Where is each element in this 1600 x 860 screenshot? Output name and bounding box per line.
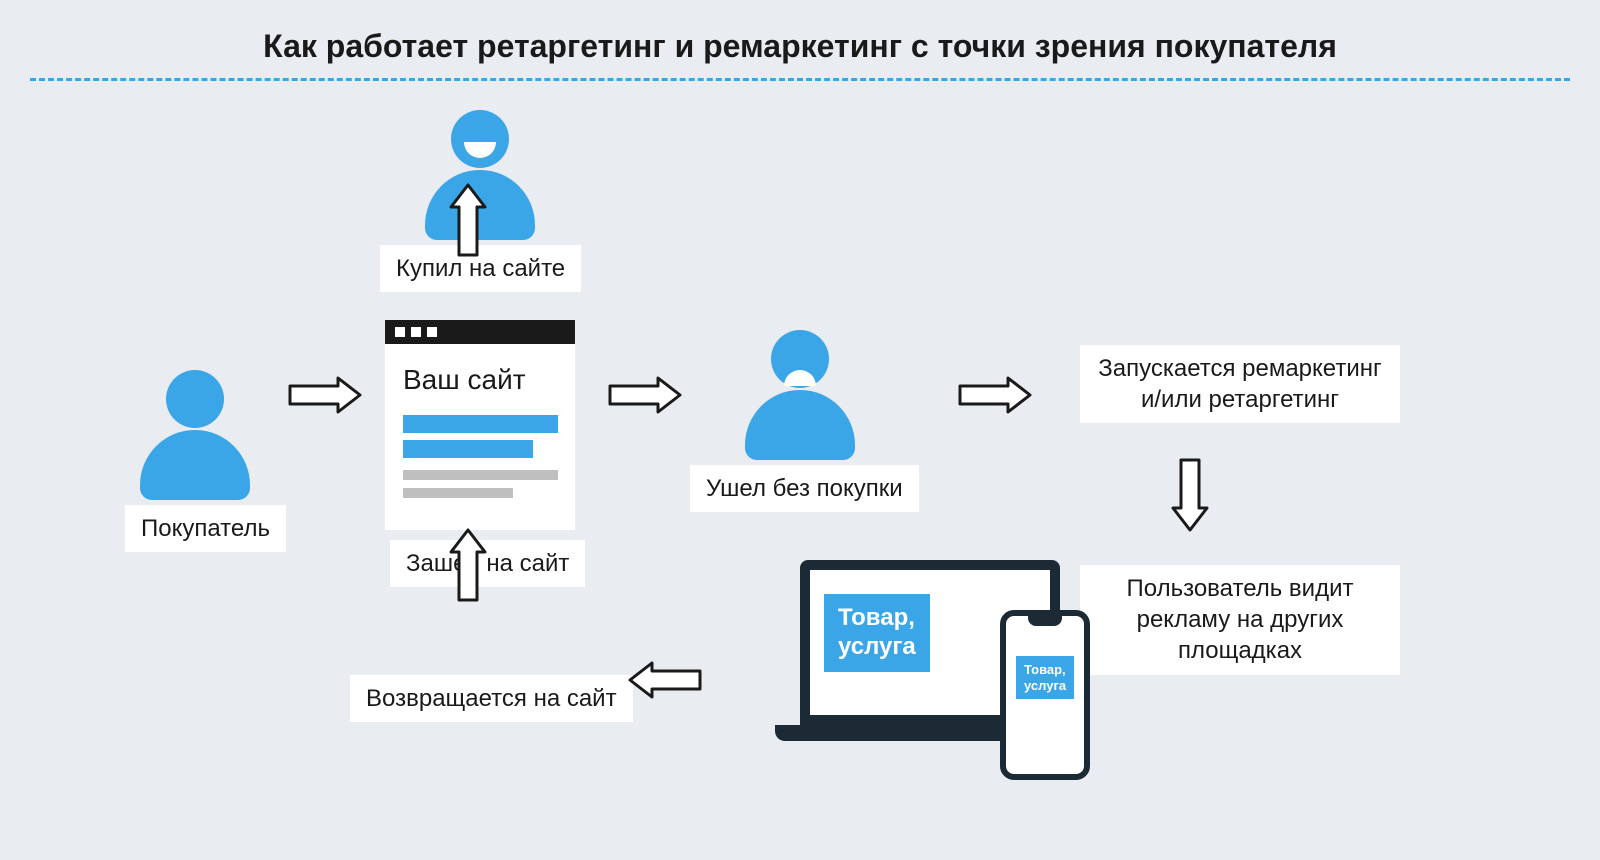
diagram-canvas: Покупатель Купил на сайте Ваш сайт Зашел… xyxy=(0,90,1600,860)
ad-text-line1: Товар, xyxy=(838,604,915,631)
title-underline xyxy=(30,78,1570,81)
website-title: Ваш сайт xyxy=(403,364,526,396)
arrow-left-to-remarketing xyxy=(960,378,1030,412)
ad-small-line1: Товар, xyxy=(1024,662,1066,677)
arrow-buyer-to-site xyxy=(290,378,360,412)
left-icon xyxy=(745,330,855,460)
arrow-remarketing-to-sees_ads xyxy=(1173,460,1207,530)
ad-text-line2: услуга xyxy=(838,633,916,660)
website-sublabel: Зашел на сайт xyxy=(390,540,585,587)
arrow-devices-to-returns xyxy=(630,663,700,697)
diagram-title: Как работает ретаргетинг и ремаркетинг с… xyxy=(0,28,1600,65)
sees-ads-label: Пользователь видит рекламу на других пло… xyxy=(1080,565,1400,675)
remarketing-label: Запускается ремаркетинг и/или ретаргетин… xyxy=(1080,345,1400,423)
bought-icon xyxy=(425,110,535,240)
left-label: Ушел без покупки xyxy=(690,465,919,512)
bought-label: Купил на сайте xyxy=(380,245,581,292)
ad-small-line2: услуга xyxy=(1024,678,1066,693)
arrow-site-to-left xyxy=(610,378,680,412)
returns-label: Возвращается на сайт xyxy=(350,675,633,722)
buyer-icon xyxy=(140,370,250,500)
website-icon: Ваш сайт xyxy=(385,320,575,530)
buyer-label: Покупатель xyxy=(125,505,286,552)
